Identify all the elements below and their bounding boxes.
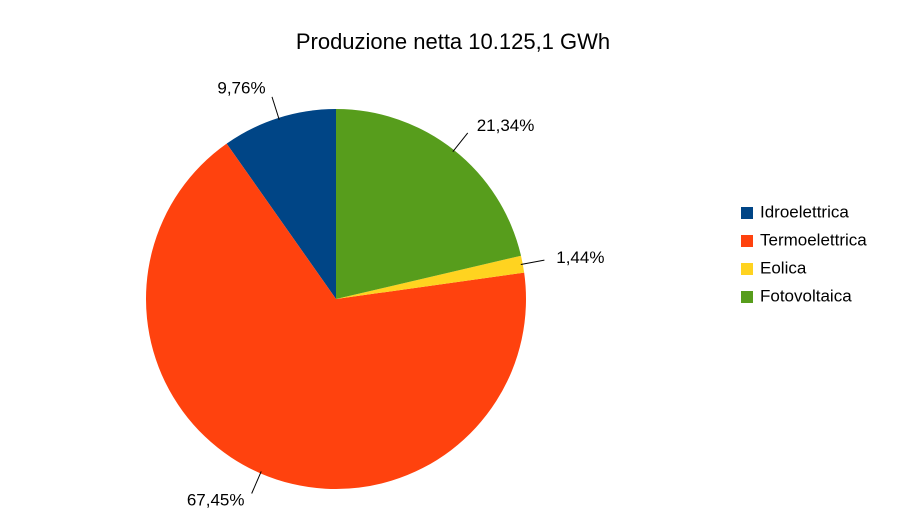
pie-slice bbox=[336, 255, 525, 299]
legend-label: Idroelettrica bbox=[760, 202, 849, 221]
chart-title: Produzione netta 10.125,1 GWh bbox=[296, 29, 610, 54]
legend-label: Eolica bbox=[760, 258, 807, 277]
legend-swatch bbox=[741, 207, 753, 219]
data-label: 1,44% bbox=[556, 248, 604, 267]
pie-slice bbox=[226, 109, 336, 299]
pie-slice bbox=[336, 109, 522, 299]
leader-line bbox=[251, 471, 262, 494]
legend-swatch bbox=[741, 235, 753, 247]
legend-label: Termoelettrica bbox=[760, 230, 867, 249]
pie-slice bbox=[146, 143, 527, 489]
legend-label: Fotovoltaica bbox=[760, 286, 852, 305]
data-label: 9,76% bbox=[217, 79, 265, 98]
legend-swatch bbox=[741, 263, 753, 275]
leader-line bbox=[271, 96, 280, 120]
legend-swatch bbox=[741, 291, 753, 303]
leader-line bbox=[452, 132, 469, 153]
data-label: 67,45% bbox=[187, 490, 245, 509]
leader-line bbox=[520, 259, 545, 265]
data-label: 21,34% bbox=[477, 116, 535, 135]
